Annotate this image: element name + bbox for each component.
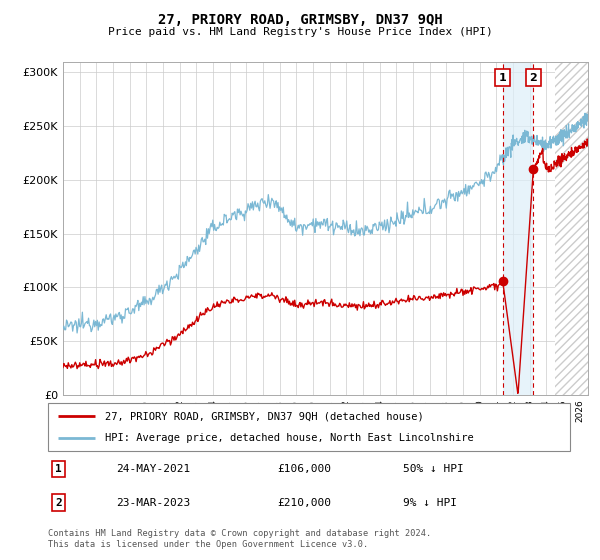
Text: 50% ↓ HPI: 50% ↓ HPI <box>403 464 464 474</box>
Text: 2: 2 <box>55 498 62 507</box>
Text: £210,000: £210,000 <box>278 498 332 507</box>
Text: £106,000: £106,000 <box>278 464 332 474</box>
Text: 24-MAY-2021: 24-MAY-2021 <box>116 464 190 474</box>
Text: 1: 1 <box>55 464 62 474</box>
Text: 2: 2 <box>529 73 537 83</box>
Text: 23-MAR-2023: 23-MAR-2023 <box>116 498 190 507</box>
Text: 27, PRIORY ROAD, GRIMSBY, DN37 9QH: 27, PRIORY ROAD, GRIMSBY, DN37 9QH <box>158 13 442 27</box>
Text: 1: 1 <box>499 73 506 83</box>
Text: 9% ↓ HPI: 9% ↓ HPI <box>403 498 457 507</box>
Text: 27, PRIORY ROAD, GRIMSBY, DN37 9QH (detached house): 27, PRIORY ROAD, GRIMSBY, DN37 9QH (deta… <box>106 411 424 421</box>
Text: HPI: Average price, detached house, North East Lincolnshire: HPI: Average price, detached house, Nort… <box>106 433 474 443</box>
Text: Price paid vs. HM Land Registry's House Price Index (HPI): Price paid vs. HM Land Registry's House … <box>107 27 493 37</box>
Text: Contains HM Land Registry data © Crown copyright and database right 2024.
This d: Contains HM Land Registry data © Crown c… <box>48 529 431 549</box>
Bar <box>503 62 533 395</box>
FancyBboxPatch shape <box>48 403 570 451</box>
